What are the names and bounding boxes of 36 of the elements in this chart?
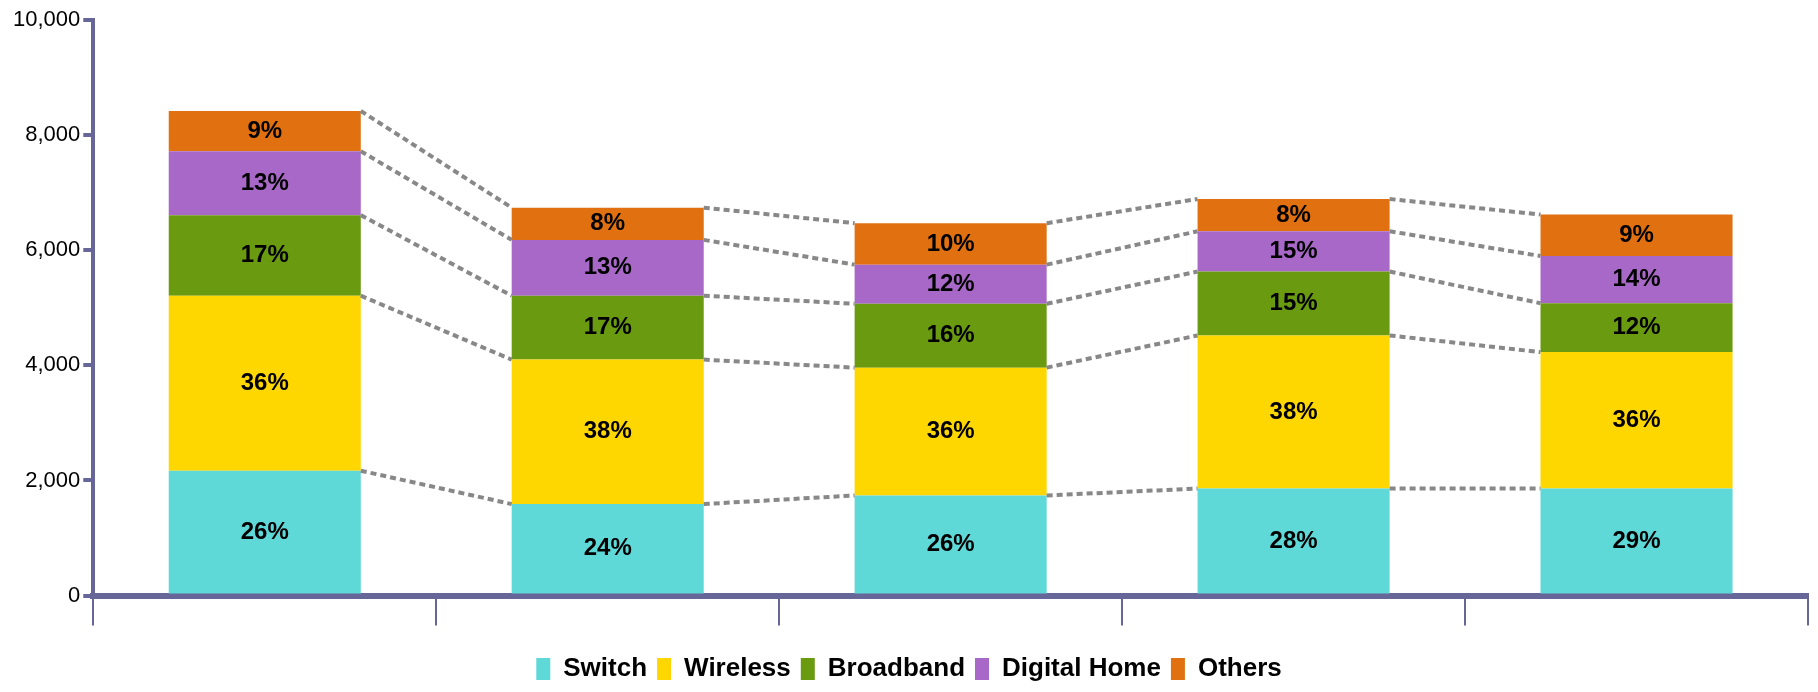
legend-label: Switch bbox=[563, 652, 648, 683]
annotation: 16% bbox=[926, 320, 975, 348]
annotation: 9% bbox=[1619, 219, 1654, 247]
annotation: 13% bbox=[240, 167, 289, 195]
legend-label: Digital Home bbox=[1002, 652, 1161, 683]
annotation: 24% bbox=[583, 533, 632, 561]
legend-label: Others bbox=[1197, 652, 1282, 683]
annotation: 36% bbox=[240, 367, 289, 395]
legend-label: Wireless bbox=[684, 652, 791, 683]
annotation: 9% bbox=[247, 115, 283, 143]
y-tick-label: 10,000 bbox=[12, 6, 81, 32]
y-tick-label: 2,000 bbox=[25, 466, 81, 492]
legend-label: Broadband bbox=[827, 652, 966, 683]
annotation: 38% bbox=[583, 416, 632, 444]
annotation: 17% bbox=[240, 240, 289, 268]
annotation: 15% bbox=[1269, 288, 1318, 316]
annotation: 14% bbox=[1612, 264, 1661, 292]
annotation: 26% bbox=[240, 516, 289, 544]
annotation: 36% bbox=[1612, 404, 1661, 432]
annotation: 36% bbox=[926, 416, 975, 444]
annotation: 8% bbox=[590, 208, 626, 236]
annotation: 26% bbox=[926, 529, 975, 557]
annotation: 28% bbox=[1269, 525, 1318, 553]
annotation: 29% bbox=[1612, 525, 1661, 553]
annotation: 38% bbox=[1269, 396, 1318, 424]
annotation: 12% bbox=[926, 268, 975, 296]
annotation: 8% bbox=[1276, 199, 1311, 227]
annotation: 15% bbox=[1269, 236, 1318, 264]
y-tick-label: 4,000 bbox=[25, 351, 81, 377]
annotation: 13% bbox=[583, 252, 632, 280]
y-tick-label: 0 bbox=[68, 581, 81, 607]
annotation: 17% bbox=[583, 312, 632, 340]
y-tick-label: 8,000 bbox=[25, 121, 81, 147]
annotation: 10% bbox=[926, 228, 975, 256]
annotation: 12% bbox=[1612, 312, 1661, 340]
y-tick-label: 6,000 bbox=[25, 236, 81, 262]
